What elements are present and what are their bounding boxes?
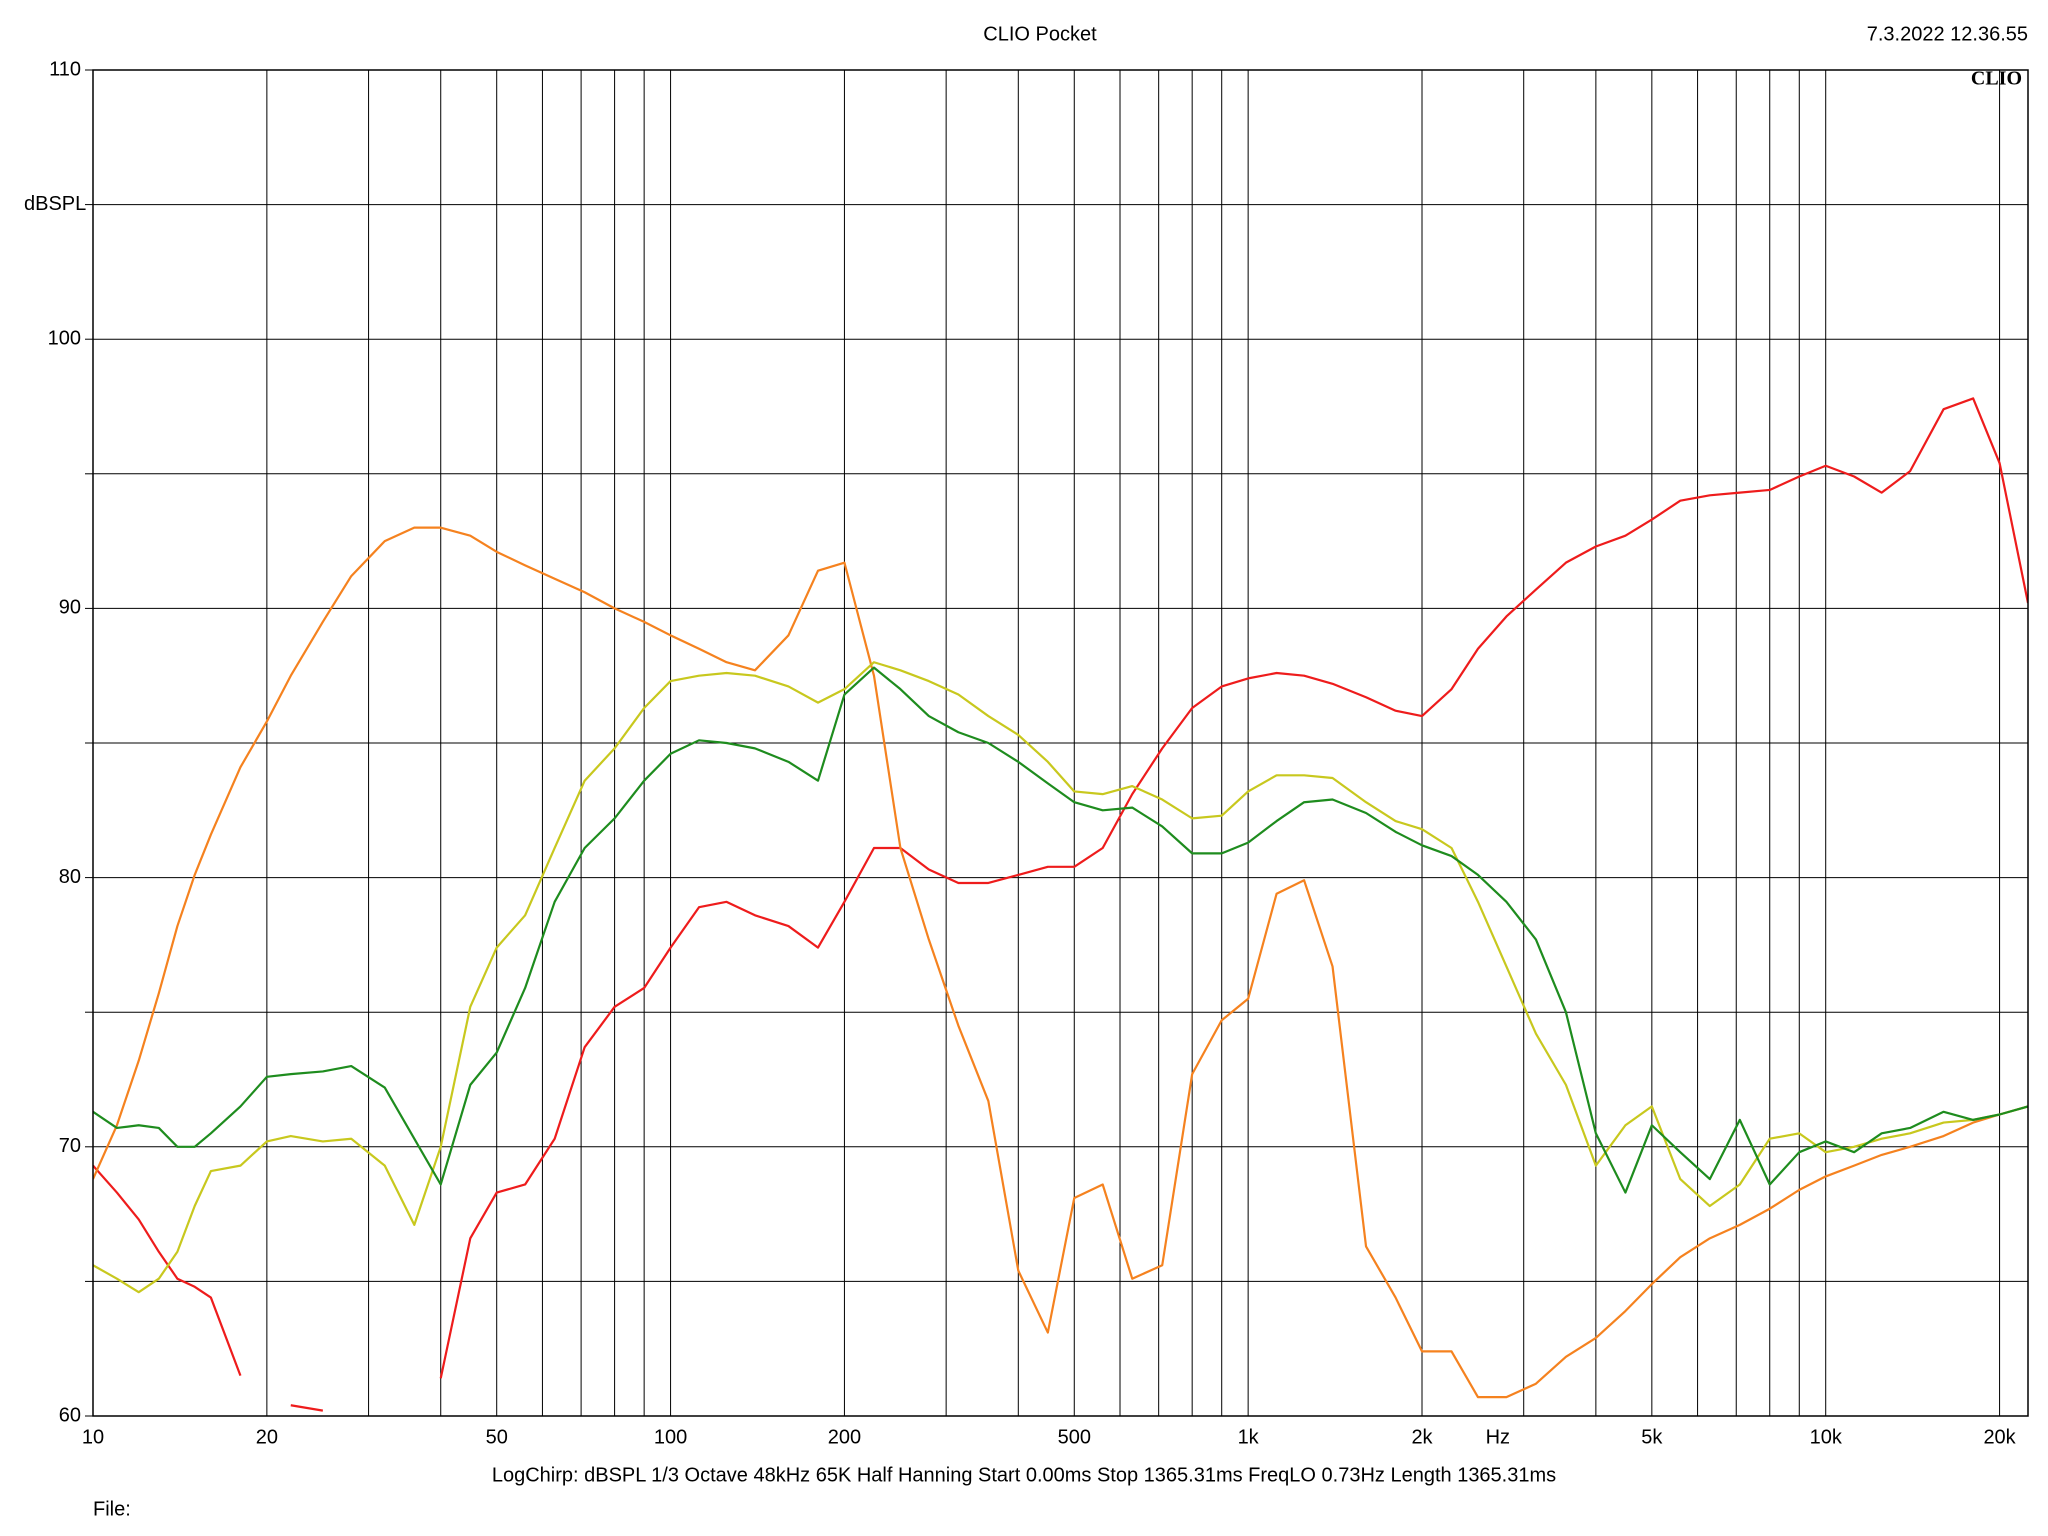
- y-tick-label: 110: [49, 58, 81, 80]
- y-tick-label: 90: [59, 597, 81, 619]
- x-tick-label: 1k: [1238, 1426, 1260, 1448]
- plot-frame: [92, 69, 2029, 1417]
- x-tick-label: 10k: [1810, 1426, 1843, 1448]
- x-tick-label: 2k: [1411, 1426, 1433, 1448]
- x-tick-label: 200: [828, 1426, 861, 1448]
- x-tick-label: 10: [82, 1426, 104, 1448]
- file-label: File:: [93, 1498, 131, 1520]
- date: 7.3.2022 12.36.55: [1867, 23, 2028, 45]
- y-axis-label: dBSPL: [24, 193, 86, 215]
- response-curve: [93, 526, 2028, 1399]
- footer: LogChirp: dBSPL 1/3 Octave 48kHz 65K Hal…: [492, 1464, 1556, 1486]
- x-tick-label: 20: [256, 1426, 278, 1448]
- chart-title: CLIO Pocket: [983, 23, 1097, 45]
- y-tick-label: 80: [59, 866, 81, 888]
- x-tick-label: 5k: [1641, 1426, 1663, 1448]
- response-curve: [93, 397, 2028, 1412]
- y-tick-label: 100: [48, 327, 81, 349]
- logo: CLIO: [1971, 68, 2022, 90]
- y-tick-label: 70: [59, 1135, 81, 1157]
- curves: [93, 397, 2028, 1412]
- response-curve: [93, 661, 2028, 1294]
- x-axis-label: Hz: [1486, 1426, 1510, 1448]
- response-curve: [93, 666, 2028, 1194]
- x-tick-label: 100: [654, 1426, 687, 1448]
- x-tick-label: 50: [486, 1426, 508, 1448]
- grid: 60 70 80 90 100 110 dBSPL 10 20 50 100 200 500 1k 2k 5k…: [24, 58, 2028, 1448]
- x-tick-label: 500: [1058, 1426, 1091, 1448]
- x-tick-label: 20k: [1983, 1426, 2016, 1448]
- y-tick-label: 60: [59, 1404, 81, 1426]
